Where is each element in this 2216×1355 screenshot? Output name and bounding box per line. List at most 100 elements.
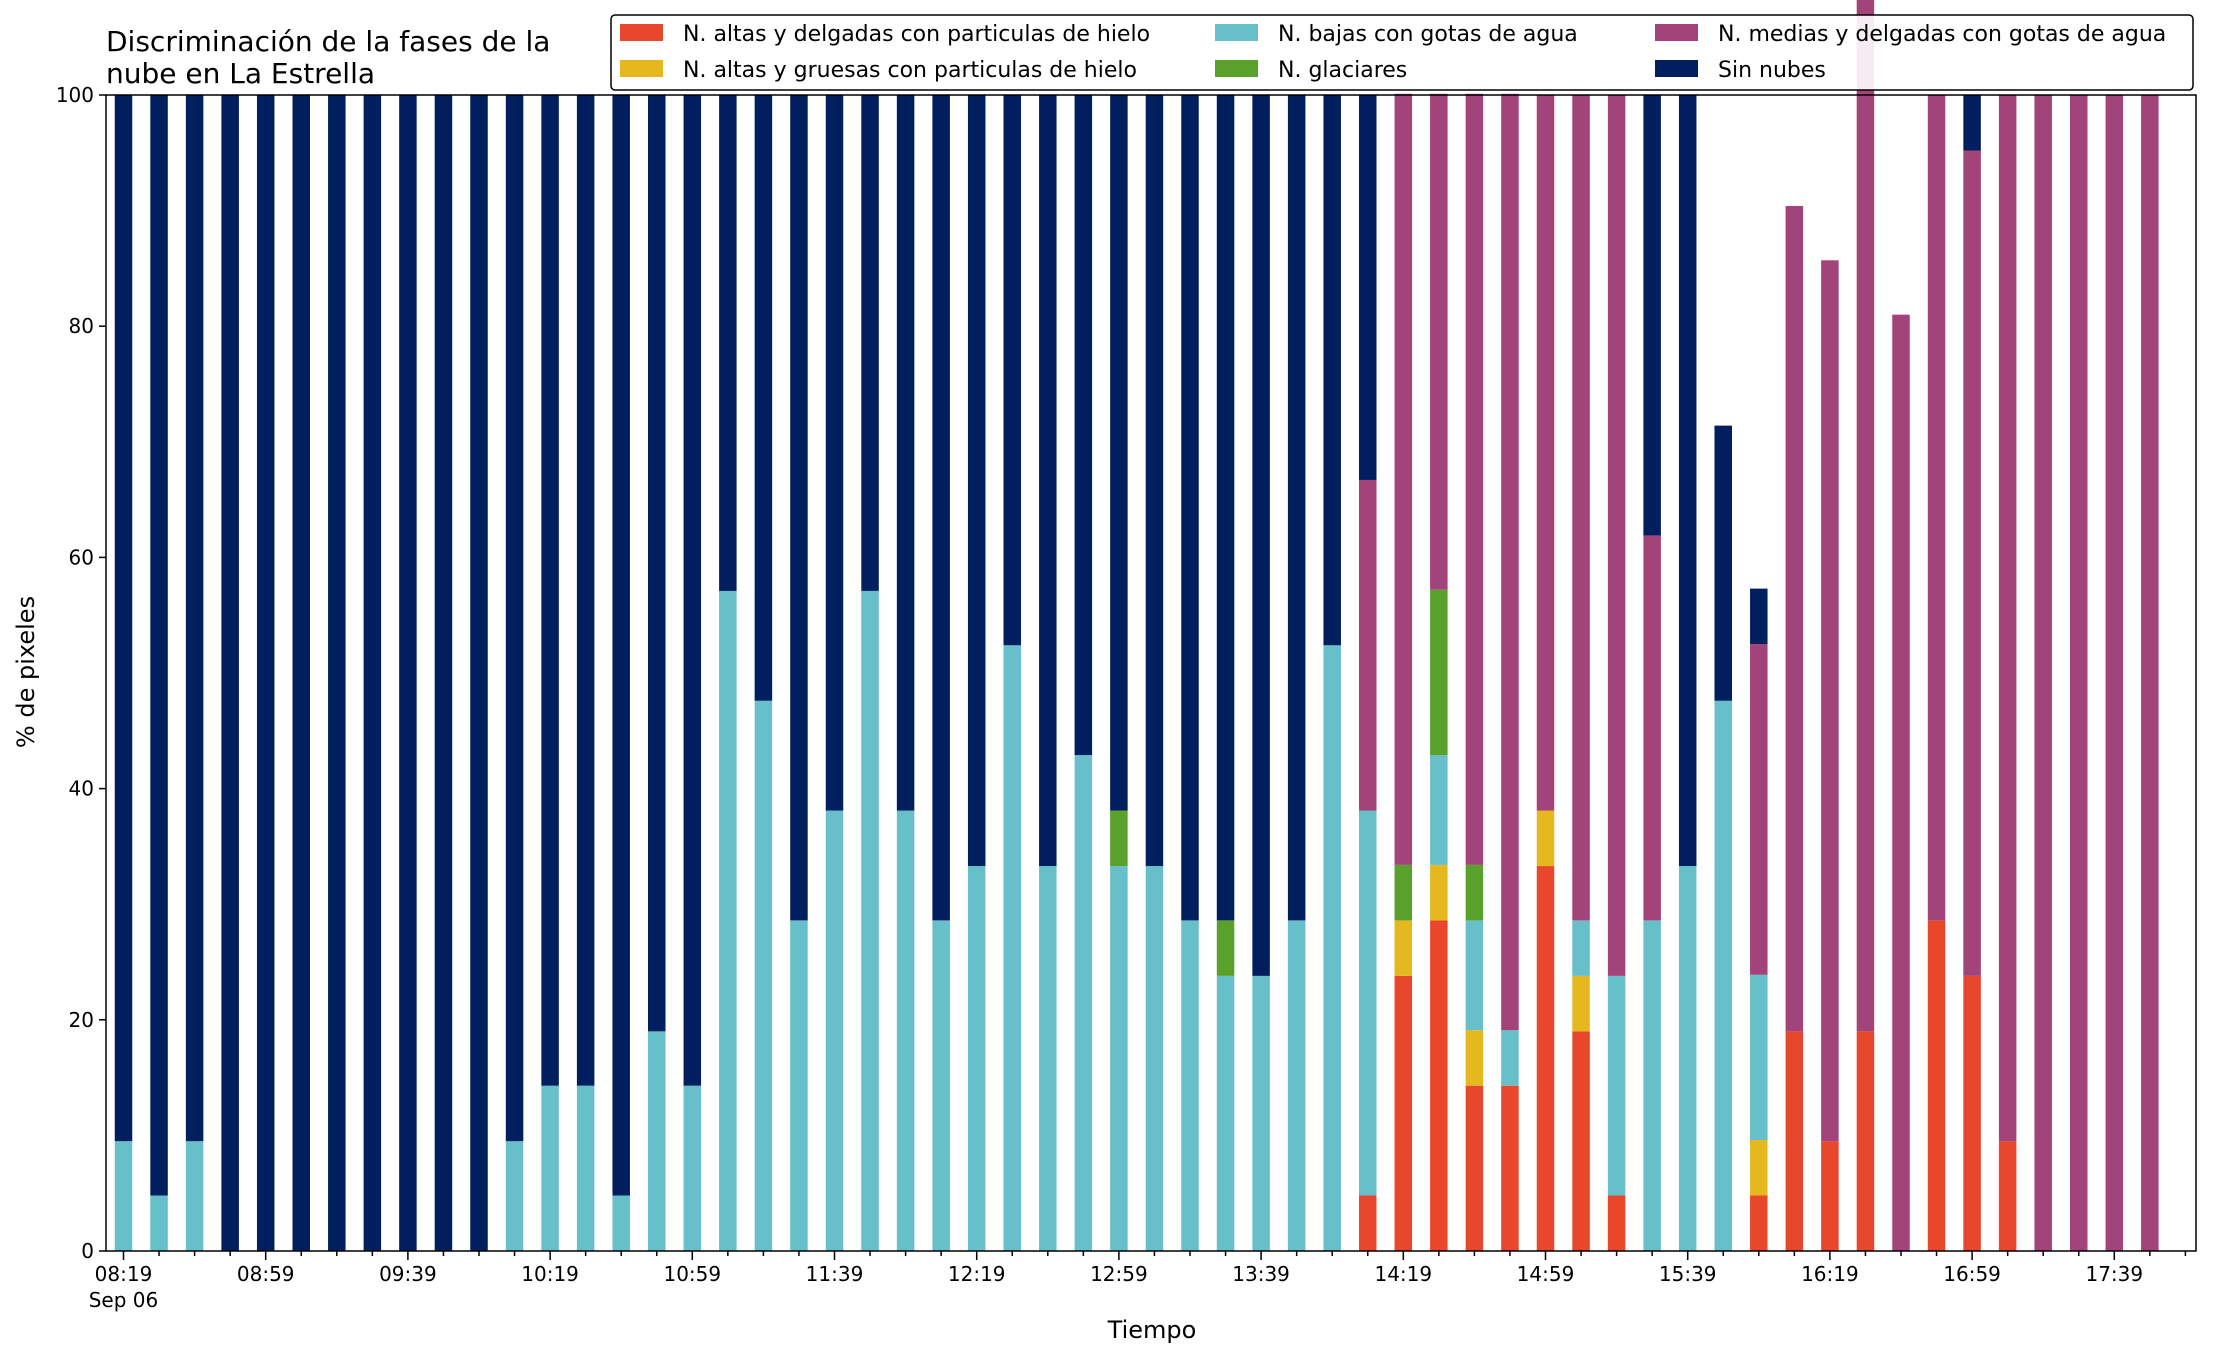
y-tick-label: 100 <box>56 83 94 107</box>
bar-segment-s0-1619 <box>1821 1141 1839 1251</box>
legend-label: N. bajas con gotas de agua <box>1278 22 1578 47</box>
bar-segment-s5-1159 <box>896 95 915 811</box>
bar-segment-s0-1429 <box>1430 920 1448 1251</box>
bar-segment-s5-0849 <box>221 95 239 1251</box>
bar-segment-s5-1129 <box>790 95 808 921</box>
chart-title-line-2: nube en La Estrella <box>106 57 375 90</box>
bar-segment-s4-1419 <box>1394 93 1413 865</box>
bar-segment-s5-1359 <box>1323 95 1341 646</box>
bar-segment-s2-1539 <box>1678 866 1697 1251</box>
bar-segment-s2-1129 <box>790 920 808 1251</box>
bar-segment-s2-1049 <box>648 1031 666 1251</box>
bar-segment-s2-1559 <box>1750 974 1768 1141</box>
bar-segment-s5-0919 <box>328 95 346 1251</box>
bar-segment-s1-1459 <box>1536 810 1555 867</box>
bar-segment-s2-1349 <box>1287 920 1306 1251</box>
bar-segment-s2-1329 <box>1216 975 1235 1251</box>
x-tick-label: 12:59 <box>1090 1262 1148 1286</box>
x-tick-label: 13:39 <box>1232 1262 1290 1286</box>
bar-segment-s5-1029 <box>576 95 595 1086</box>
bar-segment-s4-1719 <box>2034 95 2052 1251</box>
bar-segment-s5-1219 <box>967 95 986 867</box>
bar-segment-s2-1359 <box>1323 645 1341 1251</box>
bar-segment-s4-1509 <box>1572 95 1590 921</box>
bar-segment-s1-1419 <box>1394 920 1413 976</box>
y-tick-label: 60 <box>69 545 94 569</box>
bar-segment-s0-1439 <box>1465 1085 1484 1251</box>
x-tick-label: 08:59 <box>237 1262 295 1286</box>
bar-segment-s2-1509 <box>1572 920 1590 976</box>
bar-segment-s5-0829 <box>150 95 168 1196</box>
legend-label: N. medias y delgadas con gotas de agua <box>1718 22 2166 47</box>
bar-stack-group <box>114 0 2159 1251</box>
bar-segment-s5-1329 <box>1216 95 1235 921</box>
bar-segment-s0-1419 <box>1394 975 1413 1251</box>
bar-segment-s5-1349 <box>1287 95 1306 921</box>
x-tick-label: 12:19 <box>948 1262 1006 1286</box>
legend: N. altas y delgadas con particulas de hi… <box>610 14 2194 91</box>
bar-segment-s2-1229 <box>1003 645 1021 1251</box>
bar-segment-s0-1609 <box>1785 1031 1804 1251</box>
legend-swatch <box>1655 60 1698 77</box>
bar-segment-s4-1619 <box>1821 260 1839 1142</box>
y-axis-label: % de pixeles <box>12 596 40 748</box>
bar-segment-s0-1459 <box>1536 866 1555 1251</box>
x-tick-label: 15:39 <box>1659 1262 1717 1286</box>
legend-swatch <box>1215 24 1258 41</box>
legend-label: N. altas y gruesas con particulas de hie… <box>683 58 1137 83</box>
x-axis-label: Tiempo <box>1107 1316 1197 1344</box>
bar-segment-s2-1139 <box>825 810 844 1251</box>
bar-segment-s0-1409 <box>1359 1195 1377 1251</box>
y-tick-label: 40 <box>69 777 94 801</box>
bar-segment-s4-1609 <box>1785 205 1804 1032</box>
bar-segment-s5-1139 <box>825 95 844 811</box>
bar-segment-s5-1319 <box>1181 95 1199 921</box>
bar-segment-s5-0939 <box>399 95 417 1251</box>
bar-segment-s3-1429 <box>1430 589 1448 756</box>
bar-segment-s2-0829 <box>150 1195 168 1251</box>
bar-segment-s4-1529 <box>1643 535 1661 921</box>
bar-segment-s2-1519 <box>1607 975 1626 1196</box>
bar-segment-s4-1459 <box>1536 95 1555 811</box>
bar-segment-s5-1409 <box>1359 95 1377 480</box>
bar-segment-s0-1659 <box>1963 975 1981 1251</box>
bar-segment-s2-1249 <box>1074 755 1093 1251</box>
bar-segment-s2-1449 <box>1501 1030 1519 1086</box>
bar-segment-s2-1309 <box>1145 866 1164 1251</box>
bar-segment-s5-1259 <box>1110 95 1128 811</box>
bar-segment-s3-1439 <box>1465 864 1484 921</box>
bar-segment-s4-1639 <box>1892 314 1910 1251</box>
bar-segment-s4-1439 <box>1465 93 1484 865</box>
bar-segment-s5-1019 <box>541 95 559 1086</box>
bar-segment-s4-1729 <box>2070 95 2088 1251</box>
bar-segment-s4-1659 <box>1963 150 1981 976</box>
bar-segment-s5-1049 <box>648 95 666 1032</box>
y-tick-label: 80 <box>69 314 94 338</box>
bar-segment-s5-0819 <box>114 95 133 1142</box>
bar-segment-s0-1519 <box>1607 1195 1626 1251</box>
bar-segment-s5-1009 <box>505 95 524 1142</box>
bar-segment-s5-1059 <box>683 95 702 1086</box>
axes-group: 0 20 40 60 80 100 08:19 08:59 09:39 10:19 10:59 11:… <box>56 83 2197 1312</box>
bar-segment-s0-1649 <box>1927 920 1946 1251</box>
bar-segment-s5-1249 <box>1074 95 1093 756</box>
bar-segment-s2-1219 <box>967 866 986 1251</box>
bar-segment-s5-1559 <box>1750 588 1768 645</box>
legend-label: Sin nubes <box>1718 58 1826 83</box>
bar-segment-s2-1059 <box>683 1085 702 1251</box>
bar-segment-s5-1229 <box>1003 95 1021 646</box>
bar-segment-s1-1559 <box>1750 1140 1768 1196</box>
bar-segment-s0-1449 <box>1501 1085 1519 1251</box>
bar-segment-s5-1549 <box>1714 425 1732 701</box>
bar-segment-s2-1319 <box>1181 920 1199 1251</box>
bar-segment-s2-1549 <box>1714 700 1732 1251</box>
bar-segment-s0-1629 <box>1856 1031 1875 1251</box>
bar-segment-s4-1559 <box>1750 644 1768 975</box>
bar-segment-s2-1009 <box>505 1141 524 1251</box>
y-tick-label: 20 <box>69 1008 94 1032</box>
bar-segment-s4-1709 <box>1998 95 2017 1142</box>
bar-segment-s5-1239 <box>1039 95 1057 867</box>
bar-segment-s5-1149 <box>861 95 879 591</box>
legend-swatch <box>1655 24 1698 41</box>
x-tick-label: 14:19 <box>1374 1262 1432 1286</box>
